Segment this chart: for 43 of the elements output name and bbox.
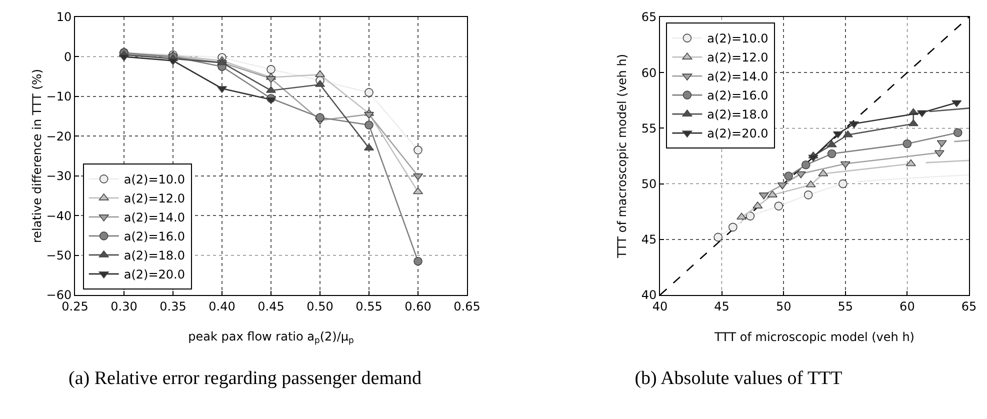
y-tick-label: 55 (641, 121, 657, 136)
legend-label: a(2)=18.0 (707, 108, 768, 122)
y-axis-title: TTT of macroscopic model (veh h) (615, 54, 629, 260)
legend-label: a(2)=18.0 (124, 248, 185, 263)
x-tick-label: 0.50 (306, 299, 334, 314)
legend-label: a(2)=10.0 (707, 32, 768, 46)
text: (a) Relative error regarding passenger demand (68, 368, 422, 390)
legend-label: a(2)=12.0 (707, 50, 768, 65)
y-tick-label: −10 (46, 90, 72, 104)
x-tick-label: 55 (838, 299, 854, 314)
y-tick-label: −30 (46, 169, 72, 184)
x-tick-label: 0.45 (258, 299, 284, 314)
y-tick-label: −40 (46, 208, 72, 223)
x-axis-title: TTT of microscopic model (veh h) (713, 330, 915, 344)
x-axis-title: peak pax flow ratio a$_{p}$(2)/μ$_{p}$ (188, 329, 354, 345)
y-tick-label: 65 (641, 10, 657, 24)
legend-label: a(2)=14.0 (707, 70, 768, 84)
text: (b) Absolute values of TTT (634, 368, 844, 390)
x-tick-label: 0.60 (404, 299, 432, 314)
y-tick-label: 0 (64, 50, 72, 64)
y-tick-label: 45 (641, 232, 657, 247)
y-tick-label: −50 (46, 248, 72, 262)
x-tick-label: 0.65 (454, 299, 480, 314)
x-tick-label: 45 (714, 299, 730, 314)
legend-label: a(2)=10.0 (124, 172, 185, 187)
y-tick-label: 50 (641, 177, 657, 191)
legend-label: a(2)=16.0 (707, 88, 768, 103)
legend-label: a(2)=16.0 (124, 230, 185, 244)
legend-label: a(2)=20.0 (707, 126, 768, 141)
x-tick-label: 60 (900, 299, 915, 314)
x-tick-label: 0.30 (110, 299, 138, 314)
x-tick-label: 0.40 (208, 299, 236, 314)
y-tick-label: −20 (46, 129, 72, 144)
legend-label: a(2)=12.0 (124, 192, 185, 206)
x-tick-label: 50 (776, 299, 792, 314)
y-axis-title: relative difference in TTT (%) (30, 68, 44, 244)
y-tick-label: 10 (56, 10, 72, 24)
x-tick-label: 0.55 (356, 299, 382, 314)
legend-label: a(2)=14.0 (124, 210, 185, 225)
legend-label: a(2)=20.0 (124, 268, 185, 282)
y-tick-label: 60 (641, 66, 657, 80)
x-tick-label: 65 (961, 299, 977, 314)
x-tick-label: 0.35 (160, 299, 186, 314)
